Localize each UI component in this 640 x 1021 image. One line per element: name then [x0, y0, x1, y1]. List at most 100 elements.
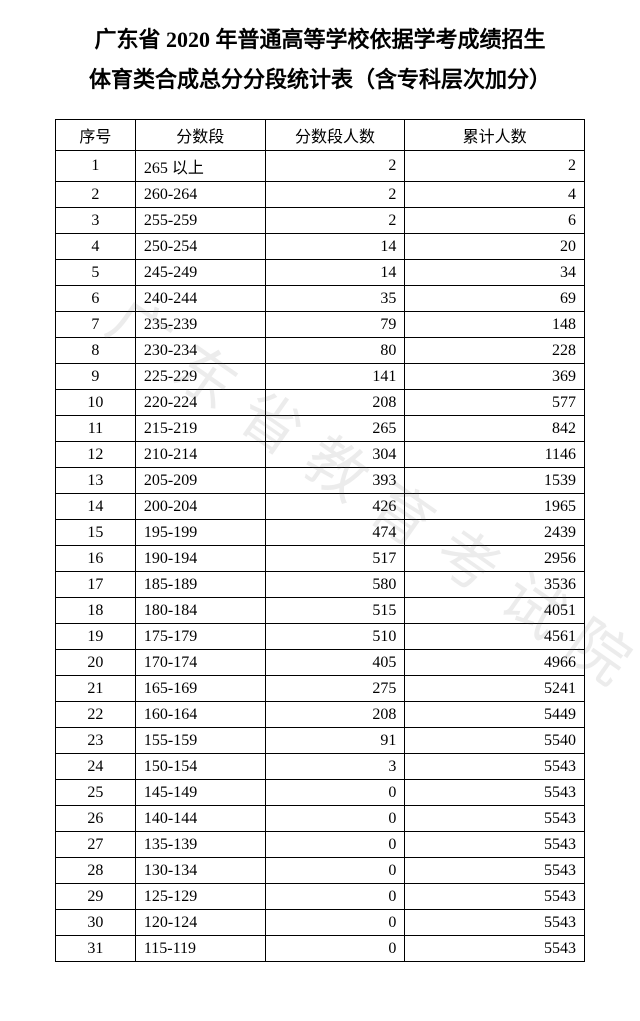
cell-score-range: 125-129 — [135, 884, 265, 910]
title-line-2: 体育类合成总分分段统计表（含专科层次加分） — [30, 60, 610, 100]
cell-cumulative: 5241 — [405, 676, 585, 702]
table-row: 4250-2541420 — [56, 234, 585, 260]
cell-sequence: 1 — [56, 151, 136, 182]
cell-score-range: 145-149 — [135, 780, 265, 806]
table-body: 1265 以上222260-264243255-259264250-254142… — [56, 151, 585, 962]
table-row: 10220-224208577 — [56, 390, 585, 416]
cell-score-range: 115-119 — [135, 936, 265, 962]
cell-cumulative: 5543 — [405, 910, 585, 936]
table-row: 2260-26424 — [56, 182, 585, 208]
cell-score-range: 260-264 — [135, 182, 265, 208]
cell-score-range: 240-244 — [135, 286, 265, 312]
table-row: 19175-1795104561 — [56, 624, 585, 650]
cell-cumulative: 5543 — [405, 806, 585, 832]
cell-score-range: 205-209 — [135, 468, 265, 494]
title-line-1: 广东省 2020 年普通高等学校依据学考成绩招生 — [30, 20, 610, 60]
cell-sequence: 17 — [56, 572, 136, 598]
cell-cumulative: 5543 — [405, 858, 585, 884]
cell-cumulative: 20 — [405, 234, 585, 260]
cell-cumulative: 6 — [405, 208, 585, 234]
cell-count: 510 — [265, 624, 405, 650]
table-row: 13205-2093931539 — [56, 468, 585, 494]
cell-cumulative: 2956 — [405, 546, 585, 572]
cell-count: 0 — [265, 936, 405, 962]
cell-score-range: 255-259 — [135, 208, 265, 234]
cell-cumulative: 5543 — [405, 832, 585, 858]
cell-sequence: 13 — [56, 468, 136, 494]
cell-count: 2 — [265, 208, 405, 234]
cell-score-range: 185-189 — [135, 572, 265, 598]
cell-count: 14 — [265, 234, 405, 260]
cell-score-range: 210-214 — [135, 442, 265, 468]
cell-count: 426 — [265, 494, 405, 520]
cell-score-range: 160-164 — [135, 702, 265, 728]
cell-count: 405 — [265, 650, 405, 676]
cell-cumulative: 5543 — [405, 780, 585, 806]
cell-sequence: 3 — [56, 208, 136, 234]
cell-sequence: 18 — [56, 598, 136, 624]
table-row: 9225-229141369 — [56, 364, 585, 390]
cell-cumulative: 34 — [405, 260, 585, 286]
table-row: 18180-1845154051 — [56, 598, 585, 624]
cell-cumulative: 4051 — [405, 598, 585, 624]
cell-cumulative: 5543 — [405, 884, 585, 910]
cell-count: 0 — [265, 910, 405, 936]
cell-score-range: 225-229 — [135, 364, 265, 390]
cell-count: 515 — [265, 598, 405, 624]
cell-sequence: 14 — [56, 494, 136, 520]
cell-score-range: 180-184 — [135, 598, 265, 624]
cell-sequence: 5 — [56, 260, 136, 286]
cell-sequence: 27 — [56, 832, 136, 858]
cell-count: 14 — [265, 260, 405, 286]
cell-count: 0 — [265, 780, 405, 806]
cell-count: 474 — [265, 520, 405, 546]
cell-score-range: 245-249 — [135, 260, 265, 286]
cell-sequence: 19 — [56, 624, 136, 650]
cell-sequence: 4 — [56, 234, 136, 260]
cell-sequence: 26 — [56, 806, 136, 832]
table-row: 30120-12405543 — [56, 910, 585, 936]
document-title: 广东省 2020 年普通高等学校依据学考成绩招生 体育类合成总分分段统计表（含专… — [30, 20, 610, 99]
table-row: 15195-1994742439 — [56, 520, 585, 546]
cell-score-range: 130-134 — [135, 858, 265, 884]
cell-cumulative: 3536 — [405, 572, 585, 598]
cell-cumulative: 5449 — [405, 702, 585, 728]
header-count: 分数段人数 — [265, 120, 405, 151]
table-row: 27135-13905543 — [56, 832, 585, 858]
cell-count: 3 — [265, 754, 405, 780]
cell-count: 0 — [265, 858, 405, 884]
cell-sequence: 28 — [56, 858, 136, 884]
cell-count: 0 — [265, 832, 405, 858]
table-row: 29125-12905543 — [56, 884, 585, 910]
cell-count: 208 — [265, 702, 405, 728]
cell-score-range: 140-144 — [135, 806, 265, 832]
cell-count: 91 — [265, 728, 405, 754]
cell-score-range: 215-219 — [135, 416, 265, 442]
cell-count: 0 — [265, 806, 405, 832]
cell-cumulative: 5543 — [405, 936, 585, 962]
cell-score-range: 135-139 — [135, 832, 265, 858]
cell-cumulative: 5543 — [405, 754, 585, 780]
cell-cumulative: 1146 — [405, 442, 585, 468]
cell-cumulative: 5540 — [405, 728, 585, 754]
cell-sequence: 6 — [56, 286, 136, 312]
header-score-range: 分数段 — [135, 120, 265, 151]
cell-count: 2 — [265, 151, 405, 182]
cell-count: 35 — [265, 286, 405, 312]
cell-cumulative: 228 — [405, 338, 585, 364]
cell-cumulative: 2 — [405, 151, 585, 182]
cell-score-range: 265 以上 — [135, 151, 265, 182]
cell-cumulative: 4561 — [405, 624, 585, 650]
table-row: 21165-1692755241 — [56, 676, 585, 702]
cell-count: 141 — [265, 364, 405, 390]
table-row: 25145-14905543 — [56, 780, 585, 806]
cell-sequence: 22 — [56, 702, 136, 728]
cell-score-range: 200-204 — [135, 494, 265, 520]
table-row: 22160-1642085449 — [56, 702, 585, 728]
cell-count: 275 — [265, 676, 405, 702]
cell-cumulative: 1965 — [405, 494, 585, 520]
cell-sequence: 25 — [56, 780, 136, 806]
cell-cumulative: 2439 — [405, 520, 585, 546]
cell-score-range: 155-159 — [135, 728, 265, 754]
cell-cumulative: 4 — [405, 182, 585, 208]
